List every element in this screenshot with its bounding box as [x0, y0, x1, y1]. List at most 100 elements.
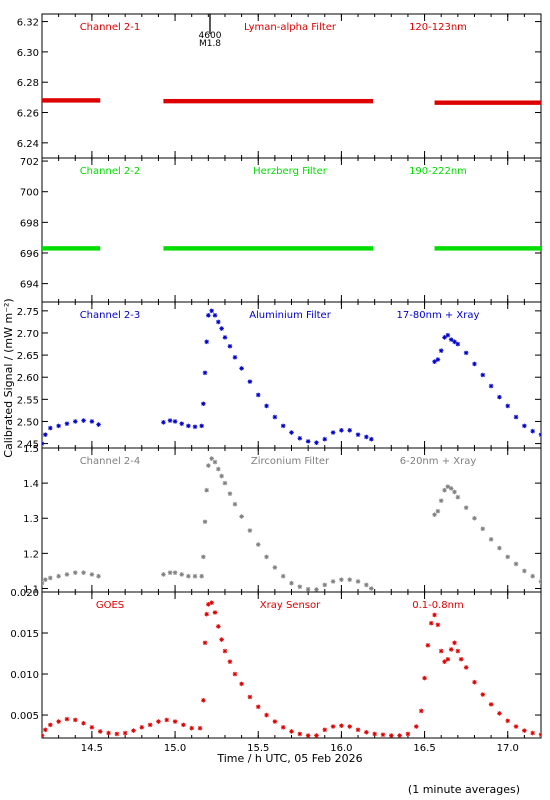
data-point	[339, 577, 344, 583]
y-tick-label: 700	[20, 188, 39, 199]
data-point	[164, 717, 170, 723]
y-tick-label: 694	[20, 280, 39, 291]
data-point	[64, 716, 70, 722]
data-point	[255, 542, 261, 547]
data-point	[364, 582, 369, 588]
x-axis-label: Time / h UTC, 05 Feb 2026	[216, 752, 362, 765]
data-point	[522, 423, 527, 429]
data-point	[106, 730, 111, 736]
data-point	[206, 463, 211, 468]
data-point	[513, 724, 519, 729]
data-point	[197, 725, 203, 731]
x-tick-label: 15.5	[247, 743, 269, 754]
data-point	[239, 514, 244, 519]
data-point	[206, 602, 211, 607]
data-point	[48, 722, 53, 728]
panel-3: 2.45 2.50 2.55 2.60 2.65 2.70 2.75 Channel 2-3 A…	[17, 301, 542, 451]
data-point	[199, 573, 204, 579]
channel-label: GOES	[96, 600, 124, 611]
data-point	[455, 341, 461, 347]
data-point	[347, 724, 353, 729]
data-point	[186, 423, 191, 429]
y-tick-label: 696	[20, 249, 39, 260]
data-point	[212, 312, 218, 318]
data-point	[497, 545, 502, 551]
data-point	[405, 731, 411, 737]
data-point	[322, 436, 328, 442]
data-point	[89, 419, 95, 424]
data-point	[289, 580, 294, 586]
data-point	[212, 459, 218, 465]
data-point	[179, 421, 185, 426]
data-point	[89, 572, 95, 577]
filter-label: Lyman-alpha Filter	[244, 22, 337, 33]
data-point	[432, 359, 437, 365]
data-point	[418, 708, 424, 714]
data-point	[56, 423, 61, 429]
y-tick-label: 0.005	[10, 711, 39, 722]
y-tick-label: 1.2	[23, 549, 39, 560]
y-tick-label: 1.1	[23, 584, 39, 595]
data-point	[455, 648, 461, 654]
x-tick-label: 14.5	[81, 743, 103, 754]
data-point	[480, 526, 486, 532]
data-point	[330, 579, 336, 584]
y-tick-label: 6.28	[17, 78, 39, 89]
data-point	[272, 414, 278, 420]
data-point	[227, 491, 233, 496]
data-point	[189, 725, 194, 731]
data-point	[497, 394, 502, 400]
data-point	[445, 656, 451, 662]
band-label: 0.1-0.8nm	[412, 600, 464, 611]
data-point	[452, 339, 457, 345]
data-point	[239, 681, 244, 687]
y-tick-label: 2.50	[17, 417, 39, 428]
data-point	[314, 587, 319, 592]
band-label: 120-123nm	[409, 22, 467, 33]
data-point	[206, 312, 211, 318]
data-point	[339, 723, 344, 728]
data-point	[247, 528, 253, 533]
data-point	[186, 573, 191, 579]
data-point	[202, 370, 208, 376]
data-point	[448, 337, 454, 342]
band-label: 17-80nm + Xray	[397, 310, 480, 321]
x-tick-label: 17.0	[497, 743, 519, 754]
data-point	[530, 730, 535, 736]
data-point	[497, 711, 502, 716]
data-point	[530, 428, 535, 434]
data-point	[505, 554, 511, 560]
y-tick-label: 698	[20, 218, 39, 229]
filter-label: Herzberg Filter	[253, 166, 328, 177]
data-point	[463, 350, 469, 356]
data-point	[280, 725, 286, 730]
data-point	[114, 731, 120, 737]
data-point	[192, 573, 198, 579]
data-point	[355, 432, 361, 438]
data-point	[448, 486, 454, 491]
data-point	[72, 570, 78, 575]
y-tick-label: 2.70	[17, 329, 39, 340]
data-point	[181, 722, 186, 728]
data-point	[314, 440, 319, 445]
data-point	[347, 577, 353, 583]
data-point	[289, 430, 294, 435]
data-point	[522, 728, 527, 733]
y-tick-label: 0.010	[10, 670, 39, 681]
data-point	[513, 414, 519, 420]
data-point	[505, 403, 511, 409]
filter-label: Aluminium Filter	[249, 310, 332, 321]
data-point	[167, 418, 173, 423]
data-point	[432, 612, 437, 618]
filter-label: Zirconium Filter	[251, 456, 330, 467]
data-point	[64, 572, 70, 577]
data-point	[227, 659, 233, 665]
data-point	[255, 392, 261, 398]
y-tick-label: 1.3	[23, 514, 39, 525]
x-axis: 14.5 15.0 15.5 16.0 16.5 17.0	[81, 743, 519, 754]
data-point	[81, 570, 86, 575]
data-point	[161, 420, 166, 425]
data-point	[216, 319, 221, 325]
data-point	[222, 648, 228, 654]
data-series	[42, 600, 541, 738]
